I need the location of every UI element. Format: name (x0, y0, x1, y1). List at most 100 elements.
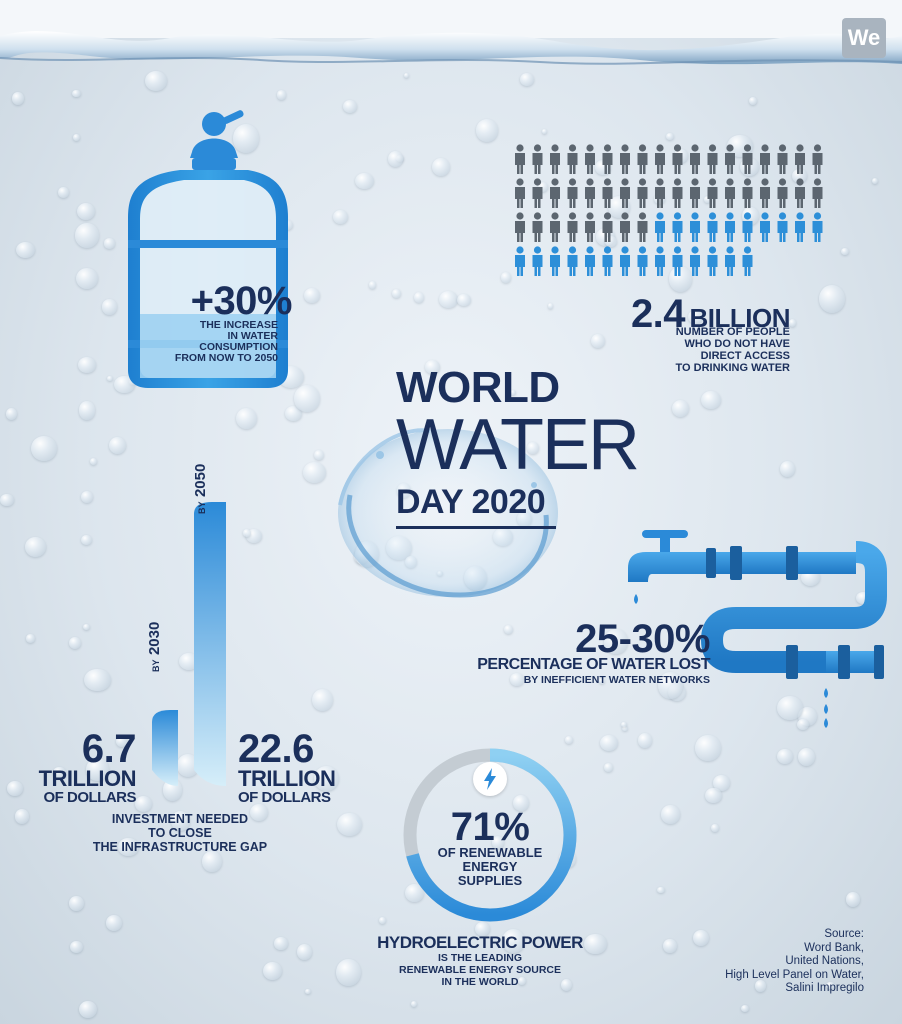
water-droplet (818, 285, 846, 313)
bar-2050 (194, 502, 226, 786)
person-icon (812, 144, 823, 174)
water-droplet (114, 375, 135, 394)
water-droplet (369, 281, 377, 289)
water-droplet (250, 804, 269, 822)
water-droplet (293, 385, 320, 412)
person-icon (742, 178, 753, 208)
source-line: Salini Impregilo (785, 982, 864, 994)
person-icon (690, 144, 700, 174)
source-line: Word Bank, (804, 941, 864, 954)
water-droplet (491, 836, 505, 849)
water-droplet (77, 356, 97, 374)
water-droplet (740, 1005, 750, 1013)
person-icon (760, 144, 770, 174)
water-droplet (560, 979, 572, 992)
water-droplet (105, 915, 123, 931)
person-icon (672, 212, 683, 242)
person-icon (760, 178, 770, 208)
water-bottle-icon (128, 110, 288, 388)
person-icon (515, 246, 525, 276)
person-icon (655, 178, 665, 208)
person-icon (602, 212, 613, 242)
water-droplet (75, 267, 99, 290)
water-droplet (541, 129, 548, 135)
person-icon (620, 246, 630, 276)
water-droplet (284, 406, 302, 421)
person-icon (707, 212, 718, 242)
title-line-day: DAY 2020 (396, 483, 546, 521)
person-icon (620, 212, 630, 242)
person-icon (532, 144, 543, 174)
water-droplet (792, 168, 808, 184)
water-droplet (0, 493, 14, 507)
water-droplet (83, 624, 90, 630)
water-droplet (405, 883, 424, 902)
source-line: High Level Panel on Water, (725, 968, 864, 981)
hydro-caption-line: IN THE WORLD (441, 976, 519, 988)
water-droplet (621, 721, 627, 728)
investment-right: 22.6 TRILLION OF DOLLARS (238, 729, 348, 806)
water-droplet (202, 850, 222, 872)
person-icon (637, 178, 648, 208)
tag-2050-by: BY (197, 501, 207, 514)
water-droplet (277, 90, 287, 100)
water-droplet (512, 794, 529, 812)
water-droplet (116, 736, 128, 748)
water-droplet (89, 457, 98, 465)
water-droplet (78, 401, 96, 420)
water-droplet (671, 399, 690, 417)
water-droplet (826, 981, 836, 990)
hydro-caption-line: RENEWABLE ENERGY SOURCE (399, 964, 561, 976)
investment-caption-line: THE INFRASTRUCTURE GAP (92, 840, 268, 854)
water-droplet (135, 796, 153, 813)
water-droplet (527, 441, 540, 455)
water-droplet (337, 813, 362, 837)
person-icon (602, 246, 613, 276)
water-droplet (517, 976, 526, 986)
water-droplet (314, 765, 340, 791)
water-droplet (144, 70, 168, 91)
tag-2050-year: 2050 (192, 463, 209, 498)
water-droplet (504, 624, 513, 634)
people-caption: NUMBER OF PEOPLE WHO DO NOT HAVE DIRECT … (600, 326, 790, 374)
lightning-icon (473, 762, 507, 796)
title-line-world: WORLD (396, 363, 560, 412)
water-droplet (7, 780, 23, 796)
investment-caption-line: INVESTMENT NEEDED (111, 812, 249, 826)
water-droplet (58, 187, 69, 198)
water-droplet (520, 73, 534, 86)
water-droplet (432, 157, 451, 176)
person-icon (777, 144, 788, 174)
water-droplet (777, 695, 803, 720)
person-icon (707, 144, 718, 174)
water-droplet (117, 837, 139, 857)
tag-2030-by: BY (151, 659, 161, 672)
renewable-caption-line: ENERGY (462, 859, 518, 874)
water-surface (0, 0, 902, 65)
water-droplet (603, 763, 614, 773)
water-droplet (69, 636, 82, 649)
person-icon (725, 212, 735, 242)
person-icon (585, 144, 595, 174)
person-icon (567, 178, 578, 208)
hydro-heading: HYDROELECTRIC POWER (377, 933, 583, 952)
water-droplet (537, 181, 548, 192)
brand-logo-text: We (847, 25, 881, 50)
person-icon (532, 212, 543, 242)
water-droplet (354, 172, 374, 189)
bottle-caption-line: FROM NOW TO 2050 (174, 352, 278, 364)
water-droplet (656, 886, 665, 894)
people-caption-line: TO DRINKING WATER (675, 362, 790, 374)
bottle-caption-line: CONSUMPTION (199, 341, 278, 353)
water-droplet (657, 671, 684, 699)
person-icon (550, 144, 560, 174)
person-icon (550, 246, 560, 276)
bottle-caption-line: THE INCREASE (199, 319, 278, 331)
water-droplet (622, 725, 628, 731)
water-droplet (414, 291, 425, 303)
water-droplet (509, 673, 524, 686)
water-droplet (25, 634, 36, 643)
renewable-caption-line: OF RENEWABLE (437, 845, 543, 860)
water-droplet (84, 668, 111, 692)
water-droplet (705, 787, 722, 804)
